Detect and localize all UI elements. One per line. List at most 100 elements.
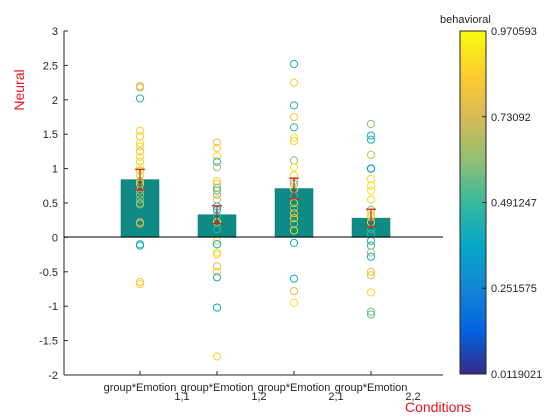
y-tick-label: -0.5 bbox=[39, 267, 58, 279]
data-point bbox=[366, 288, 376, 297]
y-tick-label: 1 bbox=[52, 164, 58, 176]
data-point bbox=[289, 204, 299, 213]
data-point bbox=[289, 123, 299, 132]
y-ticks: -2 -1.5 -1 -0.5 0 0.5 1 1.5 2 2.5 3 bbox=[39, 26, 68, 382]
data-point bbox=[366, 267, 376, 276]
data-point bbox=[212, 250, 222, 259]
colorbar-gradient bbox=[459, 30, 487, 375]
data-point bbox=[212, 225, 222, 234]
data-point bbox=[289, 209, 299, 218]
data-point bbox=[289, 238, 299, 248]
data-point bbox=[135, 190, 145, 199]
data-point bbox=[212, 163, 222, 172]
data-point bbox=[135, 132, 145, 141]
data-point bbox=[366, 271, 376, 280]
y-tick-label: 0 bbox=[52, 232, 58, 244]
error-bars bbox=[135, 168, 376, 228]
data-point bbox=[289, 274, 299, 283]
data-point bbox=[212, 303, 222, 312]
x-tick-label: group*Emotion bbox=[335, 382, 408, 394]
data-point bbox=[212, 190, 222, 199]
data-point bbox=[135, 142, 145, 151]
y-tick-label: -2 bbox=[48, 370, 58, 382]
colorbar-tick-label: 0.73092 bbox=[491, 112, 531, 124]
data-point bbox=[135, 200, 145, 209]
data-point bbox=[366, 119, 376, 128]
data-point bbox=[212, 262, 222, 271]
data-point bbox=[366, 310, 376, 319]
data-point bbox=[289, 136, 299, 146]
y-tick-label: -1.5 bbox=[39, 336, 58, 348]
data-point bbox=[135, 280, 145, 289]
data-point bbox=[135, 195, 145, 204]
x-tick-subscript: 2,2 bbox=[405, 391, 420, 403]
y-axis-label: Neural bbox=[11, 69, 27, 110]
data-point bbox=[212, 186, 222, 195]
data-point bbox=[366, 135, 376, 144]
y-tick-label: 0.5 bbox=[43, 198, 58, 210]
data-point bbox=[135, 157, 145, 166]
data-point bbox=[212, 157, 222, 166]
data-point bbox=[366, 252, 376, 261]
data-point bbox=[212, 138, 222, 147]
data-point bbox=[289, 226, 299, 235]
x-tick-subscript: 2,1 bbox=[328, 391, 343, 403]
data-point bbox=[366, 164, 376, 173]
data-point bbox=[289, 156, 299, 165]
y-tick-label: 3 bbox=[52, 26, 58, 38]
data-point bbox=[366, 174, 376, 184]
data-point bbox=[135, 139, 145, 148]
colorbar: behavioral 0.0119021 0.251575 0.491247 0.73… bbox=[440, 14, 542, 381]
y-tick-label: 2 bbox=[52, 95, 58, 107]
y-tick-label: -1 bbox=[48, 301, 58, 313]
bar-group bbox=[120, 179, 391, 238]
x-tick-label: group*Emotion bbox=[258, 382, 331, 394]
data-point bbox=[289, 298, 299, 307]
data-point bbox=[212, 143, 222, 153]
data-point bbox=[135, 147, 145, 156]
data-point bbox=[135, 94, 145, 103]
data-point bbox=[135, 219, 145, 228]
x-tick-label: group*Emotion bbox=[104, 382, 177, 394]
x-axis-label: Conditions bbox=[405, 399, 471, 415]
data-point bbox=[212, 248, 222, 257]
data-point bbox=[366, 131, 376, 140]
data-point bbox=[212, 195, 222, 204]
y-tick-label: 2.5 bbox=[43, 60, 58, 72]
data-point bbox=[289, 163, 299, 172]
colorbar-title: behavioral bbox=[440, 14, 491, 26]
x-tick-label: group*Emotion bbox=[181, 382, 254, 394]
data-point bbox=[366, 195, 376, 204]
colorbar-tick-label: 0.491247 bbox=[491, 198, 537, 210]
data-point bbox=[289, 286, 299, 296]
data-point bbox=[289, 59, 299, 69]
data-point bbox=[366, 248, 376, 257]
colorbar-tick-label: 0.970593 bbox=[491, 26, 537, 38]
data-point bbox=[135, 152, 145, 162]
x-tick-subscript: 1,2 bbox=[251, 391, 266, 403]
data-point bbox=[135, 241, 145, 250]
data-point bbox=[366, 181, 376, 190]
data-point bbox=[135, 83, 145, 92]
colorbar-tick-label: 0.0119021 bbox=[491, 369, 542, 381]
x-tick-subscript: 1,1 bbox=[174, 391, 189, 403]
data-point bbox=[366, 241, 376, 250]
data-point bbox=[366, 186, 376, 195]
data-point bbox=[289, 133, 299, 142]
data-point bbox=[212, 267, 222, 276]
data-point bbox=[212, 352, 222, 361]
scatter-points bbox=[135, 59, 376, 361]
colorbar-tick-label: 0.251575 bbox=[491, 283, 537, 295]
y-tick-label: 1.5 bbox=[43, 129, 58, 141]
data-point bbox=[289, 78, 299, 87]
data-point bbox=[289, 112, 299, 122]
colorbar-ticks: 0.0119021 0.251575 0.491247 0.73092 0.970593 bbox=[482, 26, 542, 381]
data-point bbox=[135, 126, 145, 135]
data-point bbox=[212, 240, 222, 249]
data-point bbox=[366, 307, 376, 316]
data-point bbox=[212, 273, 222, 282]
data-point bbox=[366, 150, 376, 159]
data-point bbox=[289, 214, 299, 223]
data-point bbox=[212, 152, 222, 161]
